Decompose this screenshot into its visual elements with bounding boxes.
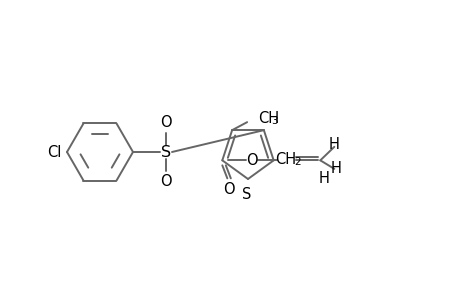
Text: O: O [160,115,172,130]
Text: O: O [160,175,172,190]
Text: H: H [330,161,341,176]
Text: 3: 3 [270,116,277,126]
Text: CH: CH [274,152,295,167]
Text: O: O [223,182,235,197]
Text: H: H [328,137,339,152]
Text: S: S [242,187,251,202]
Text: Cl: Cl [48,145,62,160]
Text: CH: CH [257,111,279,126]
Text: O: O [246,153,257,168]
Text: H: H [318,171,329,186]
Text: 2: 2 [294,157,300,167]
Text: S: S [161,145,171,160]
